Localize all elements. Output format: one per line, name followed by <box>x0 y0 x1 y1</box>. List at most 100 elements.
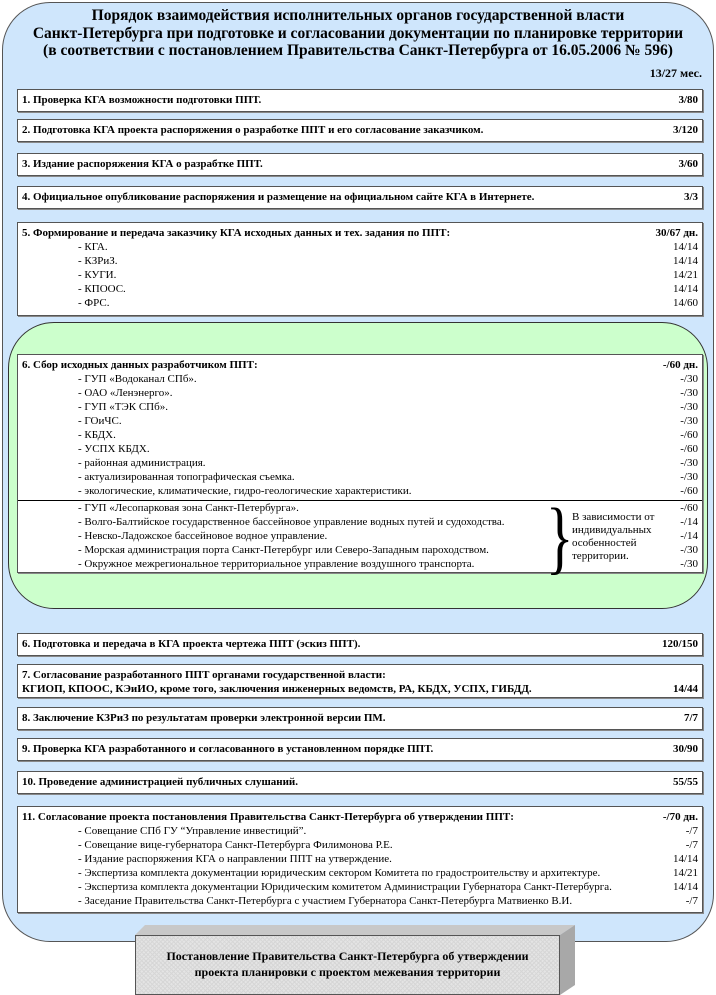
step-value: -/70 дн. <box>662 811 698 823</box>
step-label: 9. Проверка КГА разработанного и согласо… <box>22 743 434 755</box>
item-label: - ФРС. <box>78 297 110 309</box>
item-label: - ОАО «Ленэнерго». <box>78 387 173 399</box>
list-item: - Экспертиза комплекта документации Юрид… <box>22 880 698 894</box>
step-value: 3/60 <box>678 158 698 170</box>
step-value: 7/7 <box>683 712 698 724</box>
item-label: - КБДХ. <box>78 429 116 441</box>
step-label: 6. Подготовка и передача в КГА проекта ч… <box>22 638 361 650</box>
item-label: - УСПХ КБДХ. <box>78 443 150 455</box>
list-item: - Волго-Балтийское государственное бассе… <box>22 515 698 529</box>
list-item: - ГУП «Лесопарковая зона Санкт-Петербург… <box>22 501 698 515</box>
item-value: 14/14 <box>672 255 698 267</box>
item-value: -/30 <box>680 471 698 483</box>
item-value: -/30 <box>680 415 698 427</box>
list-item: - актуализированная топографическая съем… <box>22 470 698 484</box>
step-label: 3. Издание распоряжения КГА о разрабтке … <box>22 158 263 170</box>
step-label: 4. Официальное опубликование распоряжени… <box>22 191 535 203</box>
item-value: -/60 <box>680 485 698 497</box>
list-item: - ГОиЧС. -/30 <box>22 414 698 428</box>
item-value: 14/21 <box>672 867 698 879</box>
item-label: - Невско-Ладожское бассейновое водное уп… <box>78 530 328 542</box>
brace-icon: } <box>545 491 574 582</box>
item-value: -/30 <box>680 544 698 556</box>
item-label: - Совещание СПб ГУ “Управление инвестици… <box>78 825 307 837</box>
item-value: -/7 <box>685 895 698 907</box>
item-label: - Морская администрация порта Санкт-Пете… <box>78 544 489 556</box>
list-item: - КПООС. 14/14 <box>22 282 698 296</box>
final-resolution-box: Постановление Правительства Санкт-Петерб… <box>135 935 560 995</box>
step-box: 8. Заключение КЗРиЗ по результатам прове… <box>17 707 703 730</box>
list-item: - КГА. 14/14 <box>22 240 698 254</box>
list-item: - ГУП «ТЭК СПб». -/30 <box>22 400 698 414</box>
step-box: 3. Издание распоряжения КГА о разрабтке … <box>17 153 703 176</box>
item-label: - КПООС. <box>78 283 126 295</box>
item-value: -/30 <box>680 558 698 570</box>
list-item: - ОАО «Ленэнерго». -/30 <box>22 386 698 400</box>
item-value: -/14 <box>680 516 698 528</box>
conditional-group: - ГУП «Лесопарковая зона Санкт-Петербург… <box>22 496 698 578</box>
step-6-box: 6. Сбор исходных данных разработчиком ПП… <box>17 354 703 578</box>
list-item: - Морская администрация порта Санкт-Пете… <box>22 543 698 557</box>
list-item: - экологические, климатические, гидро-ге… <box>22 484 698 498</box>
step-box: 2. Подготовка КГА проекта распоряжения о… <box>17 119 703 142</box>
list-item: - Экспертиза комплекта документации юрид… <box>22 866 698 880</box>
list-item: - Окружное межрегиональное территориальн… <box>22 557 698 571</box>
item-label: - КЗРиЗ. <box>78 255 118 267</box>
item-label: - ГУП «ТЭК СПб». <box>78 401 168 413</box>
item-value: -/60 <box>680 443 698 455</box>
step-label: 1. Проверка КГА возможности подготовки П… <box>22 94 262 106</box>
final-box-top <box>135 925 575 935</box>
step-label: 6. Сбор исходных данных разработчиком ПП… <box>22 359 258 371</box>
list-item: - ГУП «Водоканал СПб». -/30 <box>22 372 698 386</box>
step-5-box: 5. Формирование и передача заказчику КГА… <box>17 222 703 316</box>
item-label: - Волго-Балтийское государственное бассе… <box>78 516 505 528</box>
item-label: - Окружное межрегиональное территориальн… <box>78 558 475 570</box>
list-item: - ФРС. 14/60 <box>22 296 698 310</box>
item-value: -/30 <box>680 373 698 385</box>
step-box: 6. Подготовка и передача в КГА проекта ч… <box>17 633 703 656</box>
final-line: проекта планировки с проектом межевания … <box>194 965 501 979</box>
list-item: - Совещание СПб ГУ “Управление инвестици… <box>22 824 698 838</box>
step-value: 3/80 <box>678 94 698 106</box>
item-label: - Совещание вице-губернатора Санкт-Петер… <box>78 839 393 851</box>
step-value: 14/44 <box>672 683 698 695</box>
step-box: 1. Проверка КГА возможности подготовки П… <box>17 89 703 112</box>
list-item: - КБДХ. -/60 <box>22 428 698 442</box>
page-title: Порядок взаимодействия исполнительных ор… <box>0 7 716 60</box>
item-value: 14/14 <box>672 881 698 893</box>
item-label: - ГУП «Водоканал СПб». <box>78 373 197 385</box>
step-label: 2. Подготовка КГА проекта распоряжения о… <box>22 124 484 136</box>
list-item: - КЗРиЗ. 14/14 <box>22 254 698 268</box>
title-line: Санкт-Петербурга при подготовке и соглас… <box>32 24 684 42</box>
item-value: -/60 <box>680 502 698 514</box>
item-label: - Заседание Правительства Санкт-Петербур… <box>78 895 573 907</box>
item-value: -/14 <box>680 530 698 542</box>
list-item: - Совещание вице-губернатора Санкт-Петер… <box>22 838 698 852</box>
item-label: - КУГИ. <box>78 269 117 281</box>
divider <box>18 500 702 501</box>
item-value: 14/14 <box>672 241 698 253</box>
item-label: - экологические, климатические, гидро-ге… <box>78 485 412 497</box>
item-value: -/30 <box>680 387 698 399</box>
step-value: 3/3 <box>683 191 698 203</box>
step-value: 30/67 дн. <box>655 227 698 239</box>
step-value: 55/55 <box>672 776 698 788</box>
step-value: 120/150 <box>661 638 698 650</box>
final-box-side <box>560 925 575 995</box>
item-value: 14/14 <box>672 283 698 295</box>
final-line: Постановление Правительства Санкт-Петерб… <box>166 949 529 963</box>
step-box: 10. Проведение администрацией публичных … <box>17 771 703 794</box>
step-7-box: 7. Согласование разработанного ППТ орган… <box>17 664 703 698</box>
step-value: 3/120 <box>672 124 698 136</box>
item-value: 14/60 <box>672 297 698 309</box>
list-item: - КУГИ. 14/21 <box>22 268 698 282</box>
total-duration: 13/27 мес. <box>649 66 702 80</box>
item-value: 14/21 <box>672 269 698 281</box>
list-item: - Заседание Правительства Санкт-Петербур… <box>22 894 698 908</box>
item-label: - районная администрация. <box>78 457 206 469</box>
step-label: 8. Заключение КЗРиЗ по результатам прове… <box>22 712 386 724</box>
step-box: 9. Проверка КГА разработанного и согласо… <box>17 738 703 761</box>
item-value: -/7 <box>685 825 698 837</box>
list-item: - районная администрация. -/30 <box>22 456 698 470</box>
item-value: -/7 <box>685 839 698 851</box>
